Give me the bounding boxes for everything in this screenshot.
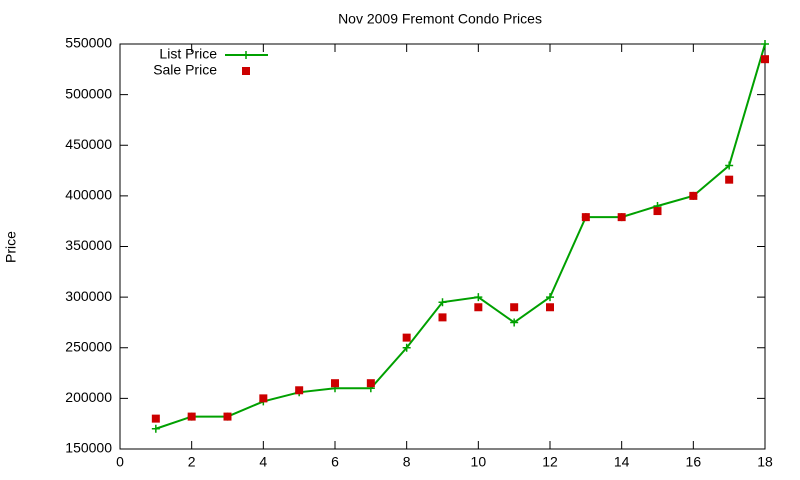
x-tick-label: 6 bbox=[331, 454, 339, 470]
point bbox=[725, 161, 734, 170]
y-tick-label: 500000 bbox=[65, 85, 112, 101]
x-tick-label: 12 bbox=[542, 454, 558, 470]
x-tick-label: 18 bbox=[757, 454, 773, 470]
point bbox=[510, 318, 519, 327]
y-tick-label: 450000 bbox=[65, 136, 112, 152]
legend-marker bbox=[242, 51, 250, 59]
y-tick-label: 550000 bbox=[65, 35, 112, 51]
point bbox=[510, 303, 519, 312]
y-tick-label: 400000 bbox=[65, 187, 112, 203]
x-tick-label: 8 bbox=[403, 454, 411, 470]
point bbox=[438, 298, 447, 307]
point bbox=[151, 414, 160, 423]
point bbox=[474, 303, 483, 312]
legend-marker bbox=[242, 67, 250, 75]
legend-label: List Price bbox=[159, 46, 217, 62]
x-tick-label: 0 bbox=[116, 454, 124, 470]
point bbox=[402, 343, 411, 352]
y-tick-label: 150000 bbox=[65, 440, 112, 456]
x-tick-label: 4 bbox=[259, 454, 267, 470]
point bbox=[761, 40, 769, 48]
point bbox=[617, 213, 626, 222]
point bbox=[546, 293, 554, 302]
chart-title: Nov 2009 Fremont Condo Prices bbox=[338, 11, 542, 27]
point bbox=[581, 213, 590, 222]
y-tick-label: 300000 bbox=[65, 288, 112, 304]
point bbox=[438, 313, 447, 322]
point bbox=[259, 394, 268, 403]
point bbox=[295, 386, 304, 395]
line bbox=[155, 43, 766, 430]
point bbox=[223, 412, 232, 421]
point bbox=[187, 412, 196, 421]
y-tick-label: 200000 bbox=[65, 389, 112, 405]
point bbox=[474, 293, 483, 302]
point bbox=[725, 175, 734, 184]
point bbox=[546, 303, 554, 312]
x-tick-label: 14 bbox=[614, 454, 630, 470]
point bbox=[761, 55, 769, 64]
point bbox=[402, 333, 411, 342]
x-tick-label: 16 bbox=[686, 454, 702, 470]
point bbox=[331, 379, 339, 388]
legend-label: Sale Price bbox=[153, 62, 217, 78]
point bbox=[151, 424, 160, 433]
y-axis-label: Price bbox=[3, 231, 19, 263]
point bbox=[366, 379, 375, 388]
y-tick-label: 250000 bbox=[65, 338, 112, 354]
y-tick-label: 350000 bbox=[65, 237, 112, 253]
x-tick-label: 10 bbox=[471, 454, 487, 470]
point bbox=[689, 191, 698, 200]
point bbox=[653, 207, 662, 216]
x-tick-label: 2 bbox=[188, 454, 196, 470]
